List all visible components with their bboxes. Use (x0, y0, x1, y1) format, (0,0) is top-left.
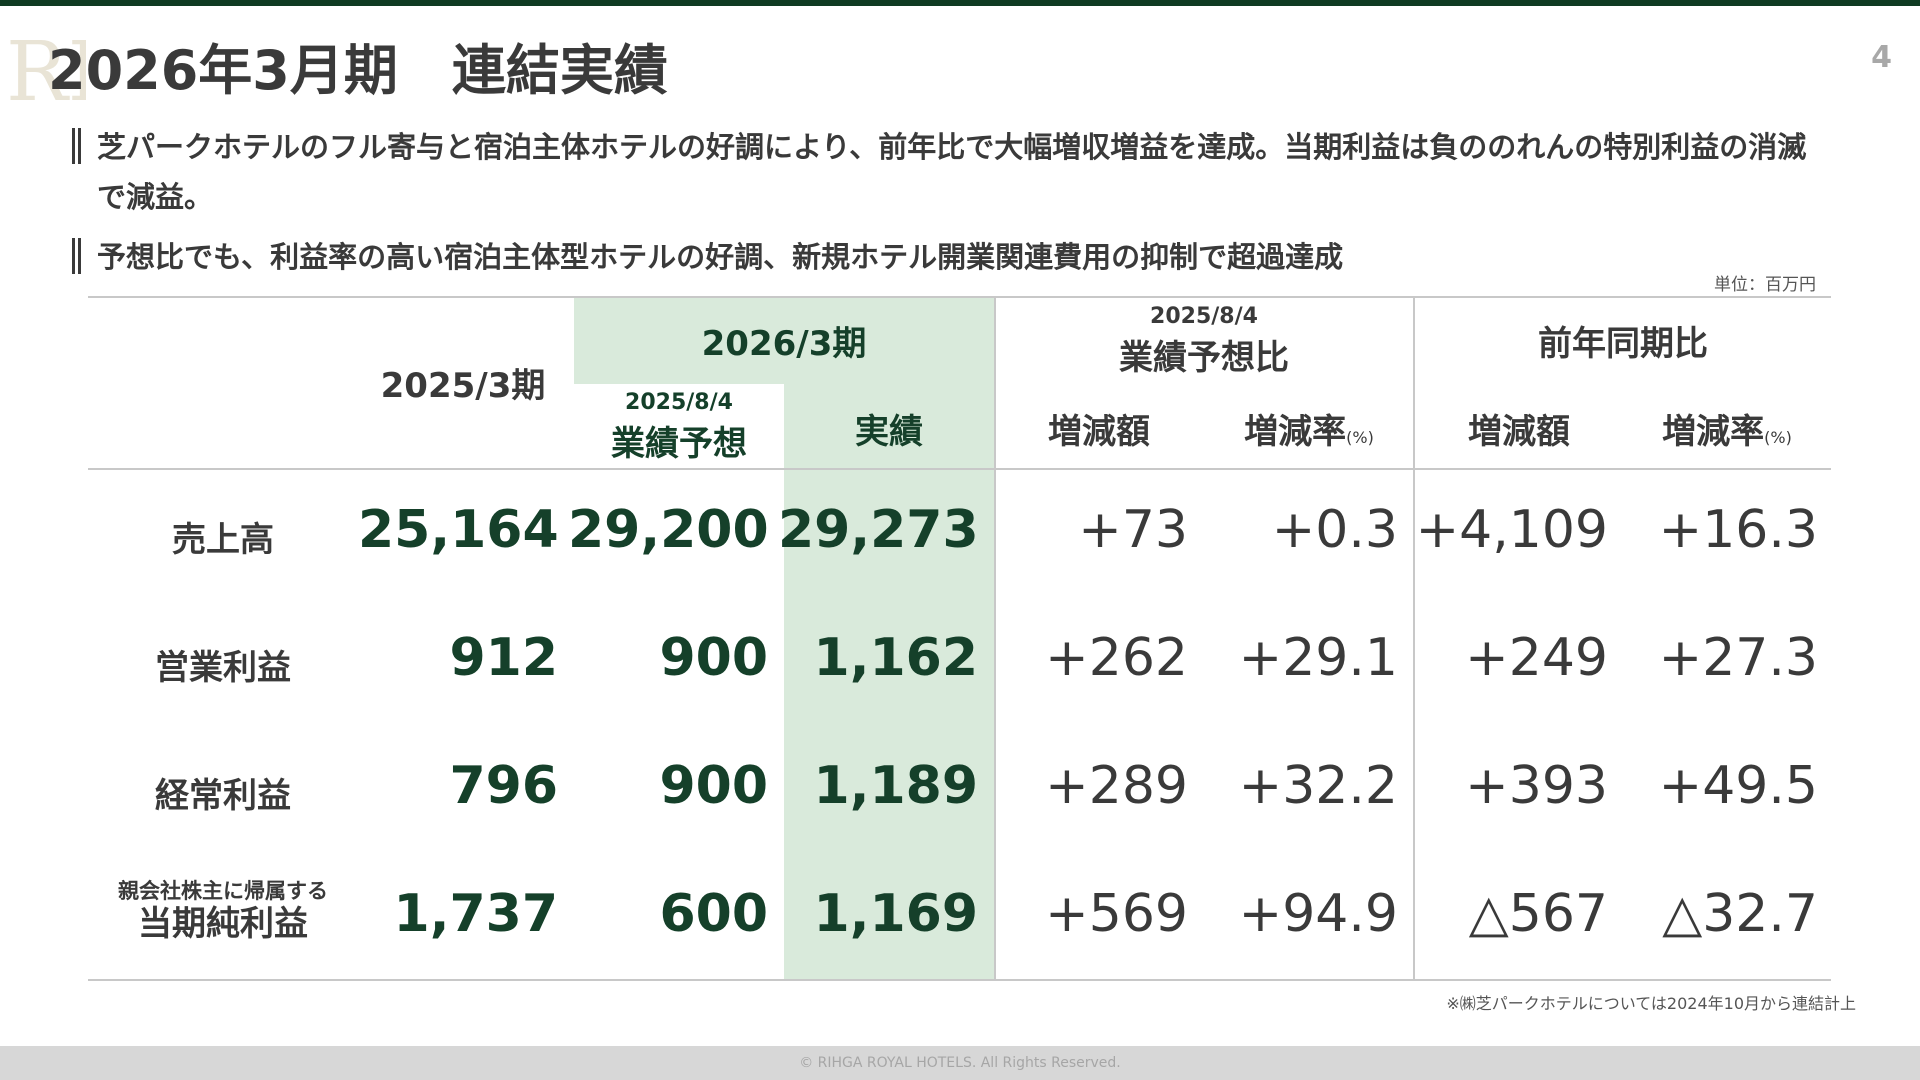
cell-prev-net-income: 1,737 (393, 884, 558, 944)
col-forecast: 業績予想 (611, 424, 747, 464)
results-table: 2025/3期 2026/3期 2025/8/4 業績予想 実績 2025/8/… (88, 296, 1831, 981)
cell-vs-forecast-rate: +29.1 (1238, 628, 1398, 688)
current-year-header-shade (574, 296, 994, 384)
group-vs-forecast: 業績予想比 (1119, 338, 1289, 378)
header-bottom-rule (88, 468, 1831, 470)
table-bottom-rule (88, 979, 1831, 981)
cell-actual-operating-profit: 1,162 (813, 628, 978, 688)
cell-vs-forecast-amount: +569 (1045, 884, 1188, 944)
copyright-footer: © RIHGA ROYAL HOTELS. All Rights Reserve… (0, 1046, 1920, 1080)
sub-change-amount: 増減額 (1468, 412, 1570, 452)
cell-vs-forecast-amount: +262 (1045, 628, 1188, 688)
cell-forecast-sales: 29,200 (568, 500, 769, 560)
table-top-rule (88, 296, 1831, 298)
row-label-ordinary-profit: 経常利益 (155, 776, 291, 816)
column-divider (1413, 296, 1415, 981)
group-vs-prior-year: 前年同期比 (1538, 324, 1708, 364)
footnote: ※㈱芝パークホテルについては2024年10月から連結計上 (1446, 994, 1856, 1013)
cell-vs-forecast-amount: +73 (1078, 500, 1188, 560)
cell-vs-prior-rate: △32.7 (1662, 884, 1818, 944)
cell-actual-sales: 29,273 (778, 500, 979, 560)
cell-forecast-net-income: 600 (659, 884, 768, 944)
cell-prev-sales: 25,164 (358, 500, 559, 560)
cell-forecast-ordinary-profit: 900 (659, 756, 768, 816)
cell-actual-ordinary-profit: 1,189 (813, 756, 978, 816)
cell-vs-forecast-rate: +32.2 (1238, 756, 1398, 816)
rihga-logo-icon: RR (6, 25, 86, 114)
row-label-net-income-sub: 親会社株主に帰属する (118, 879, 328, 903)
summary-bullet-text: 芝パークホテルのフル寄与と宿泊主体ホテルの好調により、前年比で大幅増収増益を達成… (97, 130, 1807, 214)
cell-vs-prior-rate: +49.5 (1658, 756, 1818, 816)
row-label-net-income: 親会社株主に帰属する 当期純利益 (88, 878, 358, 944)
percent-unit: (%) (1346, 428, 1374, 447)
sub-change-rate: 増減率(%) (1244, 412, 1374, 452)
actual-column-shade (784, 384, 994, 981)
cell-vs-prior-rate: +16.3 (1658, 500, 1818, 560)
row-label-net-income-main: 当期純利益 (138, 904, 308, 944)
cell-vs-prior-amount: +4,109 (1415, 500, 1608, 560)
sub-change-amount: 増減額 (1048, 412, 1150, 452)
summary-bullet-text: 予想比でも、利益率の高い宿泊主体型ホテルの好調、新規ホテル開業関連費用の抑制で超… (97, 240, 1344, 274)
summary-bullet-1: 芝パークホテルのフル寄与と宿泊主体ホテルの好調により、前年比で大幅増収増益を達成… (72, 122, 1832, 222)
bullet-bar-icon (72, 238, 81, 274)
bullet-bar-icon (72, 128, 81, 164)
cell-vs-forecast-amount: +289 (1045, 756, 1188, 816)
cell-vs-prior-rate: +27.3 (1658, 628, 1818, 688)
col-actual: 実績 (855, 412, 923, 452)
col-prev-year: 2025/3期 (380, 366, 546, 406)
cell-vs-prior-amount: △567 (1468, 884, 1608, 944)
svg-text:RR: RR (6, 25, 86, 114)
row-label-sales: 売上高 (172, 520, 274, 560)
cell-vs-forecast-rate: +0.3 (1271, 500, 1398, 560)
cell-prev-ordinary-profit: 796 (449, 756, 558, 816)
cell-actual-net-income: 1,169 (813, 884, 978, 944)
column-divider (994, 296, 996, 981)
sub-change-rate: 増減率(%) (1662, 412, 1792, 452)
forecast-date: 2025/8/4 (625, 390, 733, 415)
page-title: 2026年3月期 連結実績 (48, 39, 668, 102)
summary-bullet-2: 予想比でも、利益率の高い宿泊主体型ホテルの好調、新規ホテル開業関連費用の抑制で超… (72, 232, 1832, 282)
row-label-operating-profit: 営業利益 (155, 648, 291, 688)
cell-vs-forecast-rate: +94.9 (1238, 884, 1398, 944)
cell-prev-operating-profit: 912 (449, 628, 558, 688)
percent-unit: (%) (1764, 428, 1792, 447)
col-current-year-group: 2026/3期 (701, 324, 867, 364)
vs-forecast-date: 2025/8/4 (1150, 304, 1258, 329)
top-accent-bar (0, 0, 1920, 6)
cell-forecast-operating-profit: 900 (659, 628, 768, 688)
cell-vs-prior-amount: +249 (1465, 628, 1608, 688)
cell-vs-prior-amount: +393 (1465, 756, 1608, 816)
page-number: 4 (1871, 40, 1892, 75)
unit-label: 単位：百万円 (1714, 275, 1816, 295)
